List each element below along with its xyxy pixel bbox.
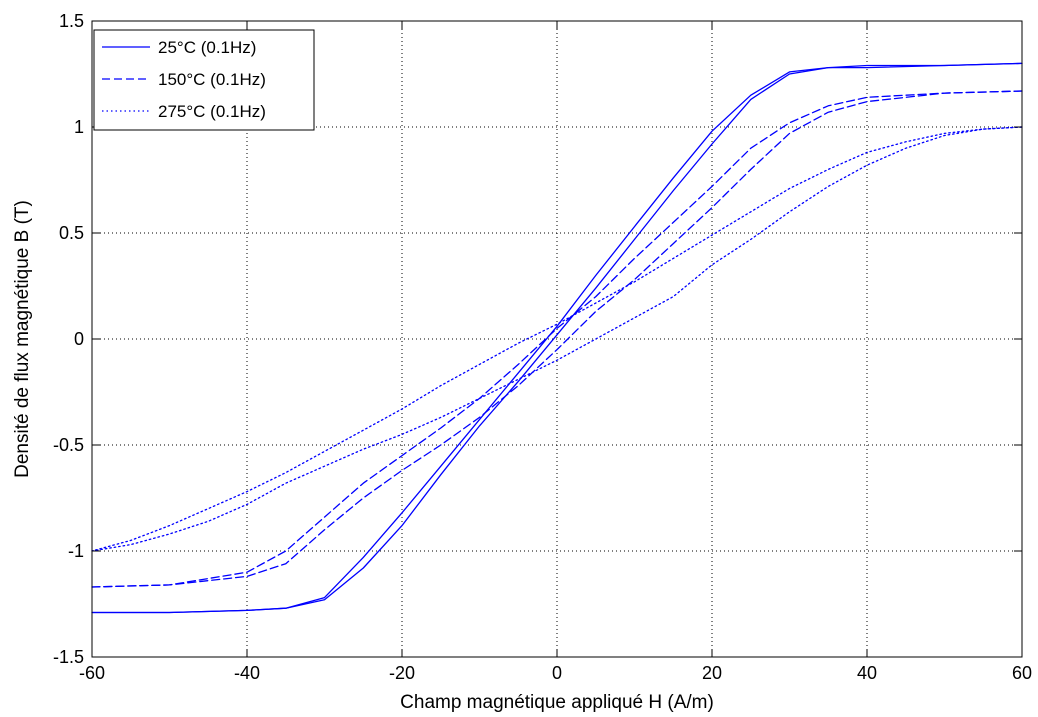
grid-lines: [92, 21, 1022, 657]
series-0-ascending-line: [91, 62, 1023, 614]
y-tick-labels: -1.5 -1 -0.5 0 0.5 1 1.5: [53, 11, 84, 667]
x-tick-label: -60: [79, 663, 105, 683]
x-tick-label: 0: [552, 663, 562, 683]
legend-label-275c: 275°C (0.1Hz): [158, 102, 266, 121]
series-0-descending-line: [91, 62, 1023, 614]
x-axis-label: Champ magnétique appliqué H (A/m): [400, 692, 714, 713]
x-tick-label: -20: [389, 663, 415, 683]
x-tick-labels: -60 -40 -20 0 20 40 60: [79, 663, 1032, 683]
y-tick-label: -0.5: [53, 435, 84, 455]
legend-label-150c: 150°C (0.1Hz): [158, 70, 266, 89]
y-tick-label: 0: [74, 329, 84, 349]
y-tick-label: 0.5: [59, 223, 84, 243]
y-tick-label: 1: [74, 117, 84, 137]
x-tick-label: 60: [1012, 663, 1032, 683]
series-2-ascending-line: [91, 126, 1023, 552]
series-1-ascending-line: [91, 90, 1023, 588]
y-tick-label: 1.5: [59, 11, 84, 31]
y-tick-label: -1: [68, 541, 84, 561]
y-tick-label: -1.5: [53, 647, 84, 667]
series-layer: [91, 62, 1023, 614]
x-tick-label: -40: [234, 663, 260, 683]
legend-label-25c: 25°C (0.1Hz): [158, 38, 256, 57]
series-1-descending-line: [91, 90, 1023, 588]
x-tick-label: 20: [702, 663, 722, 683]
series-2-descending-line: [91, 126, 1023, 552]
x-tick-label: 40: [857, 663, 877, 683]
legend: 25°C (0.1Hz) 150°C (0.1Hz) 275°C (0.1Hz): [93, 29, 315, 131]
y-axis-label: Densité de flux magnétique B (T): [12, 200, 33, 478]
